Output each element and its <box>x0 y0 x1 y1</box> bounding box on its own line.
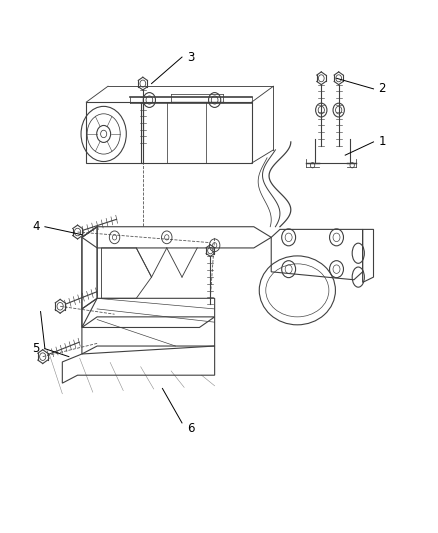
Text: 2: 2 <box>378 83 386 95</box>
Text: 6: 6 <box>187 422 194 435</box>
Text: 5: 5 <box>32 342 40 355</box>
Text: 4: 4 <box>32 220 40 233</box>
Text: 1: 1 <box>378 135 386 148</box>
Text: 3: 3 <box>187 51 194 63</box>
